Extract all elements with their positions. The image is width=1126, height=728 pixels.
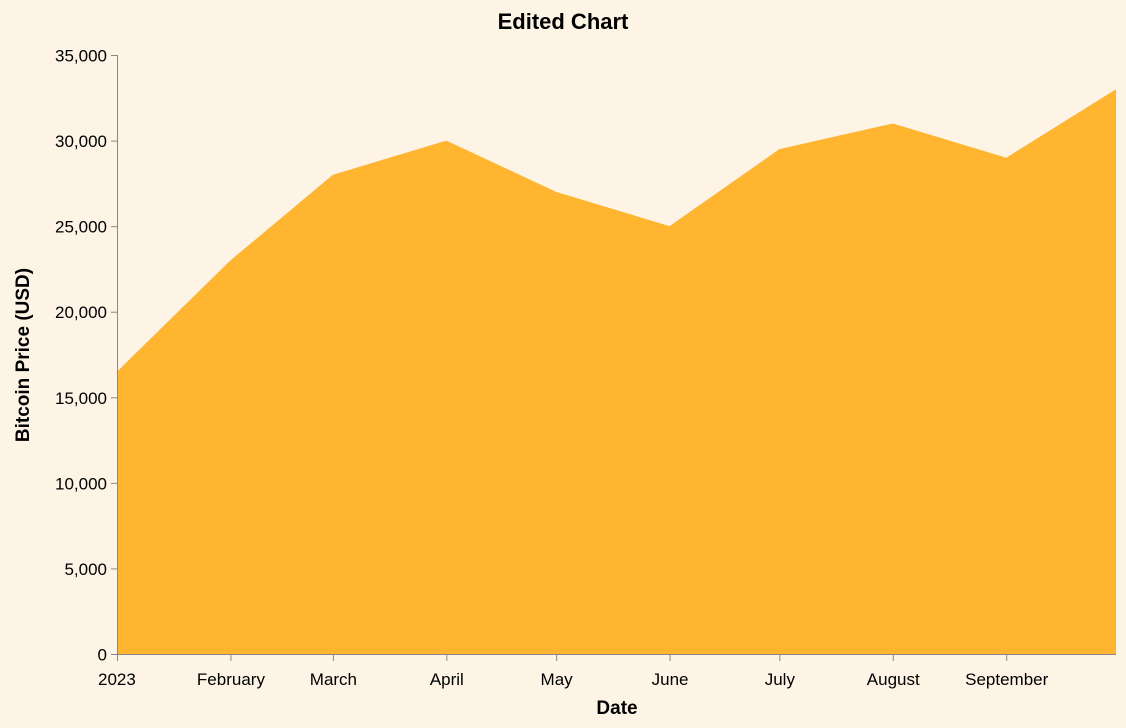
x-tick-label: March: [310, 670, 357, 689]
y-tick-label: 35,000: [55, 47, 107, 66]
x-tick-label: 2023: [98, 670, 136, 689]
y-tick-label: 30,000: [55, 132, 107, 151]
plot-area: [117, 89, 1116, 655]
y-tick-label: 25,000: [55, 218, 107, 237]
y-tick-label: 10,000: [55, 474, 107, 493]
x-axis-title: Date: [596, 698, 637, 719]
area-series: [117, 89, 1116, 655]
x-tick-label: June: [652, 670, 689, 689]
x-tick-label: August: [867, 670, 920, 689]
x-tick-label: May: [541, 670, 574, 689]
x-tick-label: July: [765, 670, 796, 689]
y-tick-label: 5,000: [64, 560, 107, 579]
y-tick-label: 15,000: [55, 389, 107, 408]
y-axis: 0 5,000 10,000 15,000 20,000 25,000 30,000 35,0…: [55, 47, 118, 665]
y-tick-label: 20,000: [55, 303, 107, 322]
x-tick-label: April: [430, 670, 464, 689]
chart-title: Edited Chart: [498, 9, 629, 34]
y-tick-label: 0: [98, 646, 107, 665]
y-axis-title: Bitcoin Price (USD): [13, 268, 34, 442]
x-tick-label: February: [197, 670, 266, 689]
x-axis: 2023 February March April May June July August S…: [98, 654, 1116, 689]
x-tick-label: September: [965, 670, 1048, 689]
